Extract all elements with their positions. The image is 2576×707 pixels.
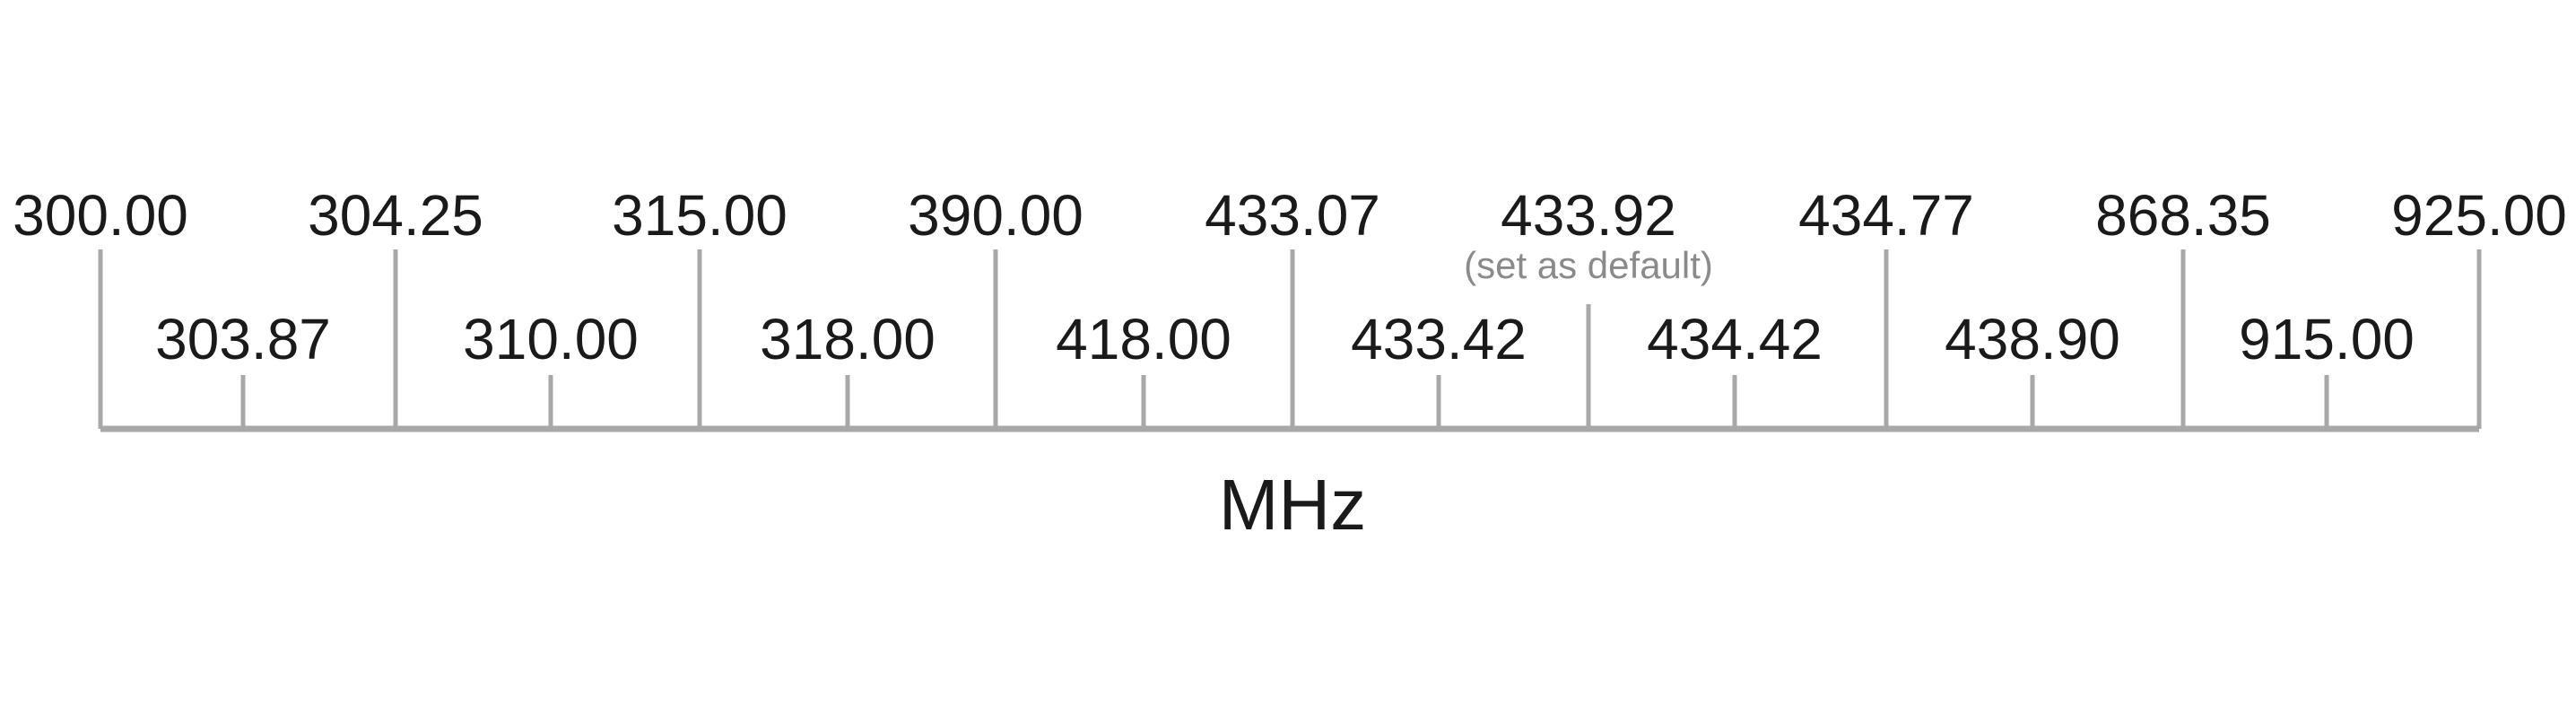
default-note: (set as default)	[1464, 244, 1713, 286]
major-tick-label: 925.00	[2391, 183, 2567, 248]
minor-tick-label: 418.00	[1056, 307, 1231, 371]
major-tick-label: 390.00	[908, 183, 1083, 248]
major-tick-label: 300.00	[13, 183, 188, 248]
major-tick-label: 304.25	[308, 183, 483, 248]
minor-tick-label: 915.00	[2239, 307, 2415, 371]
minor-tick-label: 318.00	[760, 307, 936, 371]
major-tick-label: 433.92	[1501, 183, 1676, 248]
minor-tick-label: 310.00	[463, 307, 639, 371]
minor-tick-label: 433.42	[1351, 307, 1527, 371]
minor-tick-label: 303.87	[155, 307, 331, 371]
unit-label: MHz	[1219, 465, 1366, 545]
minor-tick-label: 434.42	[1647, 307, 1823, 371]
major-tick-label: 433.07	[1205, 183, 1380, 248]
major-tick-label: 315.00	[612, 183, 788, 248]
minor-tick-label: 438.90	[1945, 307, 2120, 371]
major-tick-label: 434.77	[1798, 183, 1974, 248]
major-tick-label: 868.35	[2095, 183, 2271, 248]
